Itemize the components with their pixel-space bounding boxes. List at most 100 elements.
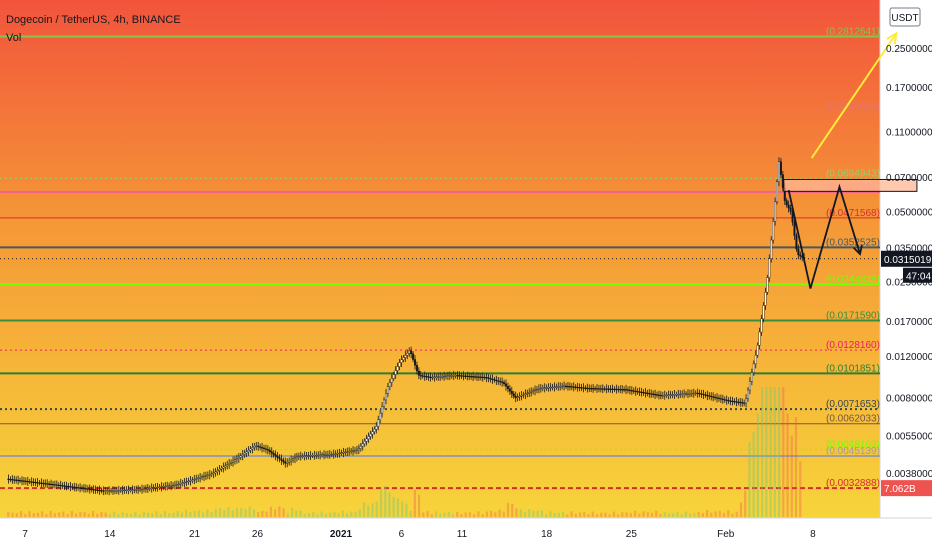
candle-body bbox=[245, 451, 248, 454]
volume-bar bbox=[701, 513, 704, 517]
candle-body bbox=[677, 393, 680, 396]
volume-bar bbox=[62, 511, 65, 517]
volume-indicator-label[interactable]: Vol bbox=[6, 32, 21, 44]
projection-path[interactable] bbox=[787, 183, 861, 289]
candle-body bbox=[503, 382, 506, 385]
volume-bar bbox=[91, 510, 95, 517]
candle-body bbox=[404, 355, 407, 358]
candle-body bbox=[61, 485, 64, 487]
candle-body bbox=[605, 388, 608, 390]
volume-bar bbox=[176, 510, 179, 517]
candle-body bbox=[698, 392, 701, 395]
candle-body bbox=[168, 485, 171, 487]
candle-body bbox=[725, 399, 728, 401]
candle-body bbox=[470, 376, 473, 378]
volume-bar bbox=[456, 511, 459, 517]
time-tick-label: 21 bbox=[189, 529, 201, 540]
drawings bbox=[783, 31, 918, 289]
candle-body bbox=[613, 388, 616, 391]
candle-body bbox=[700, 393, 703, 395]
volume-bar bbox=[185, 509, 188, 517]
candle-body bbox=[148, 487, 151, 490]
volume-bar bbox=[574, 513, 577, 517]
volume-bar bbox=[341, 510, 344, 517]
candle-body bbox=[452, 375, 455, 377]
level-label: (0.0471568) bbox=[826, 208, 880, 219]
candle-body bbox=[15, 479, 18, 481]
volume-bar bbox=[210, 512, 213, 517]
candle-body bbox=[28, 481, 31, 483]
currency-badge[interactable]: USDT bbox=[889, 7, 921, 27]
candle-body bbox=[710, 395, 713, 398]
candle-body bbox=[640, 391, 643, 393]
candle-body bbox=[77, 487, 80, 489]
candle-body bbox=[578, 387, 581, 389]
candle-body bbox=[574, 386, 577, 388]
volume-bar bbox=[705, 509, 709, 517]
candle-body bbox=[475, 376, 478, 378]
candle-body bbox=[466, 375, 469, 377]
candle-body bbox=[108, 490, 111, 492]
candle-body bbox=[111, 490, 114, 492]
price-axis[interactable]: 0.2500000 0.1700000 0.1100000 0.0700000 0.05… bbox=[881, 44, 932, 497]
volume-bar bbox=[96, 513, 99, 517]
volume-bar bbox=[49, 511, 52, 517]
volume-bar bbox=[689, 513, 692, 517]
target-arrow-line[interactable] bbox=[810, 32, 898, 159]
volume-bar bbox=[587, 514, 590, 517]
candle-body bbox=[201, 476, 204, 478]
volume-bar bbox=[231, 510, 234, 517]
candle-body bbox=[572, 386, 575, 388]
volume-bar bbox=[214, 509, 217, 517]
candle-body bbox=[206, 474, 209, 476]
candle-body bbox=[638, 391, 641, 393]
candle-body bbox=[71, 486, 74, 488]
current-price-badge[interactable] bbox=[881, 250, 932, 267]
candle-body bbox=[34, 481, 37, 484]
volume-bar bbox=[697, 511, 700, 517]
candle-body bbox=[144, 488, 147, 490]
candle-body bbox=[88, 488, 91, 490]
volume-bar bbox=[108, 514, 112, 517]
volume-bar bbox=[354, 511, 357, 517]
volume-bar bbox=[519, 508, 522, 517]
candle-body bbox=[154, 487, 157, 489]
volume-bar bbox=[621, 512, 624, 517]
volume-bar bbox=[663, 511, 666, 517]
volume-bar bbox=[206, 509, 209, 517]
volume-bar bbox=[727, 510, 730, 517]
volume-bar bbox=[498, 509, 501, 517]
countdown-value: 47:04 bbox=[906, 271, 931, 282]
candle-body bbox=[73, 486, 76, 488]
candle-body bbox=[630, 390, 633, 392]
candle-body bbox=[22, 480, 25, 482]
candle-body bbox=[131, 489, 134, 491]
volume-bar bbox=[523, 511, 527, 517]
candle-body bbox=[172, 484, 175, 487]
candle-body bbox=[565, 385, 568, 387]
time-tick-label: Feb bbox=[717, 529, 735, 540]
volume-bar bbox=[506, 502, 510, 517]
candle-body bbox=[762, 305, 765, 319]
candle-body bbox=[276, 455, 279, 458]
volume-bar bbox=[337, 513, 340, 517]
candle-body bbox=[537, 388, 540, 390]
candle-body bbox=[388, 382, 391, 387]
volume-bar bbox=[735, 511, 738, 517]
candle-body bbox=[350, 450, 353, 452]
price-tick-label: 0.0080000 bbox=[886, 393, 932, 404]
candle-body bbox=[528, 392, 531, 394]
candle-body bbox=[551, 386, 554, 389]
candle-body bbox=[646, 392, 649, 394]
volume-bar bbox=[172, 512, 175, 517]
candle-body bbox=[158, 486, 161, 488]
volume-bar bbox=[473, 514, 476, 517]
candle-body bbox=[280, 458, 283, 461]
candle-body bbox=[793, 221, 796, 236]
time-axis[interactable]: 7 14 21 26 2021 6 11 18 25 Feb 8 bbox=[22, 529, 816, 540]
candle-body bbox=[309, 455, 312, 457]
resistance-box[interactable] bbox=[783, 178, 918, 192]
candle-body bbox=[462, 375, 465, 377]
candle-body bbox=[104, 490, 107, 492]
